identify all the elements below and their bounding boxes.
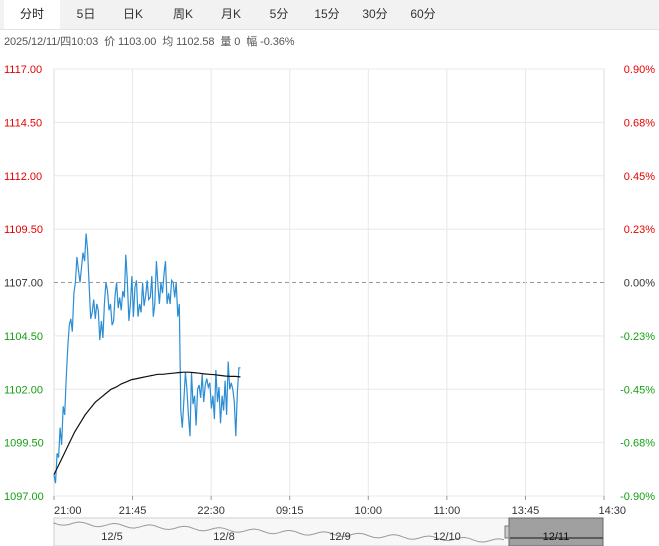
tab-7[interactable]: 30分 bbox=[362, 7, 388, 21]
time-navigator[interactable]: 12/5 12/8 12/9 12/10 12/11 bbox=[53, 517, 604, 546]
grid bbox=[53, 68, 605, 497]
y-tick-label: 1099.50 bbox=[4, 438, 44, 450]
x-tick-label: 21:00 bbox=[54, 505, 82, 517]
navigator-date-label: 12/11 bbox=[543, 531, 570, 543]
tab-3[interactable]: 周K bbox=[172, 7, 193, 21]
info-avg: 1102.58 bbox=[176, 36, 215, 48]
tab-4[interactable]: 月K bbox=[220, 7, 241, 21]
navigator-date-label: 12/8 bbox=[213, 531, 234, 543]
x-tick-label: 09:15 bbox=[276, 505, 304, 517]
info-change: -0.36% bbox=[260, 36, 295, 48]
tab-0[interactable]: 分时 bbox=[4, 0, 60, 29]
y-tick-label: 1104.50 bbox=[4, 331, 43, 343]
avg-price-line bbox=[53, 371, 241, 475]
info-price-label: 价 bbox=[104, 36, 115, 48]
navigator-selected-range[interactable] bbox=[508, 517, 604, 546]
x-tick-label: 13:45 bbox=[512, 505, 540, 517]
series bbox=[53, 233, 241, 484]
info-volume-label: 量 bbox=[220, 36, 232, 48]
navigator-date-label: 12/9 bbox=[329, 531, 350, 543]
axes: 1117.00 0.90% 1114.50 0.68% 1112.00 0.45% 1109… bbox=[4, 64, 655, 517]
pct-tick-label: 0.00% bbox=[624, 278, 655, 290]
pct-tick-label: 0.45% bbox=[624, 171, 655, 183]
pct-tick-label: 0.23% bbox=[624, 224, 655, 236]
y-tick-label: 1097.00 bbox=[4, 491, 44, 503]
tab-1[interactable]: 5日 bbox=[76, 7, 96, 21]
x-tick-label: 10:00 bbox=[355, 505, 383, 517]
pct-tick-label: 0.68% bbox=[624, 117, 655, 129]
pct-tick-label: -0.90% bbox=[620, 491, 655, 503]
price-line bbox=[53, 233, 241, 484]
x-tick-label: 11:00 bbox=[433, 505, 460, 517]
navigator-date-label: 12/10 bbox=[433, 531, 461, 543]
pct-tick-label: -0.45% bbox=[620, 384, 655, 396]
pct-tick-label: -0.23% bbox=[620, 331, 655, 343]
navigator-history-line bbox=[53, 521, 505, 543]
info-price: 1103.00 bbox=[118, 36, 157, 48]
tab-5[interactable]: 5分 bbox=[269, 7, 289, 21]
y-tick-label: 1112.00 bbox=[4, 171, 42, 183]
info-avg-label: 均 bbox=[162, 36, 174, 48]
navigator-handle-left[interactable] bbox=[504, 525, 510, 539]
pct-tick-label: -0.68% bbox=[620, 438, 655, 450]
navigator-date-label: 12/5 bbox=[101, 531, 122, 543]
tab-6[interactable]: 15分 bbox=[314, 7, 340, 21]
x-tick-label: 14:30 bbox=[598, 505, 626, 517]
info-datetime: 2025/12/11/四10:03 bbox=[4, 36, 99, 48]
y-tick-label: 1109.50 bbox=[4, 224, 43, 236]
x-tick-label: 21:45 bbox=[119, 505, 147, 517]
y-tick-label: 1114.50 bbox=[4, 117, 42, 129]
pct-tick-label: 0.90% bbox=[624, 64, 655, 76]
info-change-label: 幅 bbox=[246, 36, 258, 48]
period-tabs: 分时 5日 日K 周K 月K 5分 15分 30分 60分 bbox=[0, 0, 659, 30]
info-volume: 0 bbox=[234, 36, 241, 48]
tab-8[interactable]: 60分 bbox=[410, 7, 436, 21]
y-tick-label: 1102.00 bbox=[4, 384, 43, 396]
y-tick-label: 1107.00 bbox=[4, 278, 43, 290]
x-tick-label: 22:30 bbox=[197, 505, 225, 517]
tab-2[interactable]: 日K bbox=[122, 7, 143, 21]
y-tick-label: 1117.00 bbox=[4, 64, 42, 76]
